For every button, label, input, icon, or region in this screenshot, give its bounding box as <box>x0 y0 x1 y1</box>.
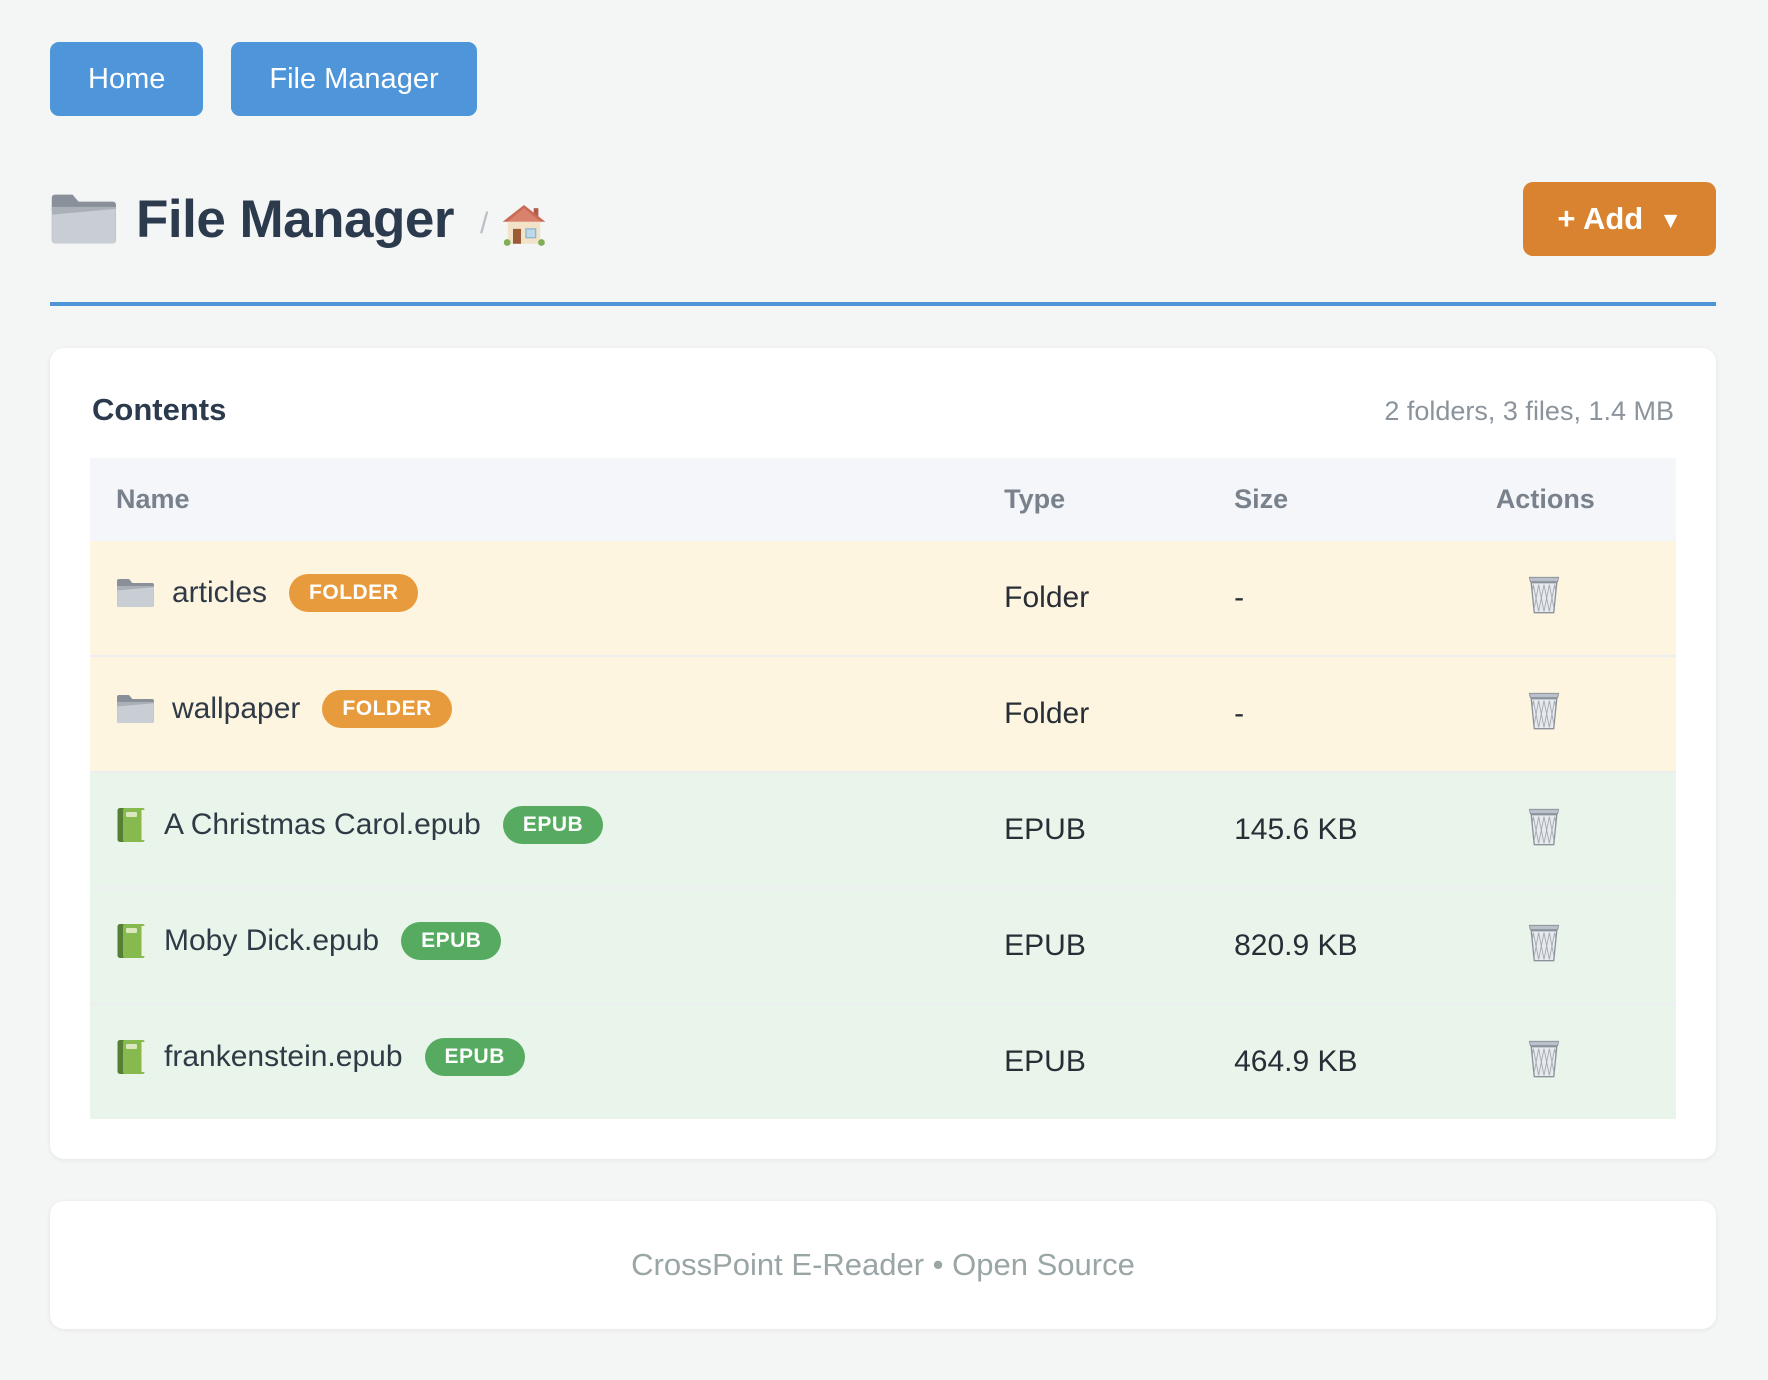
column-header-actions: Actions <box>1469 458 1676 541</box>
file-name-cell: Moby Dick.epub EPUB <box>90 889 978 993</box>
file-name-link[interactable]: Moby Dick.epub <box>164 924 380 957</box>
file-name-link[interactable]: frankenstein.epub <box>164 1040 403 1073</box>
actions-cell <box>1470 656 1676 772</box>
file-name-link[interactable]: wallpaper <box>172 692 301 725</box>
table-header-row: Name Type Size Actions <box>90 458 1676 541</box>
file-type-cell: Folder <box>1004 581 1090 614</box>
file-size-cell: - <box>1234 697 1245 730</box>
trash-icon[interactable] <box>1526 806 1562 846</box>
top-nav: Home File Manager <box>50 42 1716 116</box>
file-type-cell: EPUB <box>1004 813 1086 846</box>
add-button-label: + Add <box>1557 201 1644 236</box>
file-name-cell: wallpaper FOLDER <box>90 657 978 761</box>
table-row: Moby Dick.epub EPUB EPUB 820.9 KB <box>90 888 1676 1004</box>
book-icon <box>116 923 146 959</box>
file-type-badge: EPUB <box>424 1038 525 1076</box>
file-type-cell: EPUB <box>1004 1045 1086 1078</box>
page: Home File Manager File Manager / <box>50 42 1716 1329</box>
column-header-size: Size <box>1208 458 1470 541</box>
trash-icon[interactable] <box>1526 690 1562 730</box>
footer-text: CrossPoint E-Reader • Open Source <box>631 1247 1135 1282</box>
table-row: wallpaper FOLDER Folder - <box>90 656 1676 772</box>
breadcrumb-separator: / <box>479 207 489 240</box>
page-title-group: File Manager / <box>50 189 546 250</box>
page-header: File Manager / + Add ▼ <box>50 182 1716 256</box>
column-header-type: Type <box>978 458 1209 541</box>
footer-card: CrossPoint E-Reader • Open Source <box>50 1201 1716 1329</box>
file-name-cell: A Christmas Carol.epub EPUB <box>90 773 978 877</box>
house-icon[interactable] <box>502 204 546 246</box>
file-name-cell: frankenstein.epub EPUB <box>90 1005 978 1109</box>
chevron-down-icon: ▼ <box>1659 206 1682 233</box>
file-name-link[interactable]: articles <box>172 576 268 609</box>
book-icon <box>116 807 146 843</box>
table-row: frankenstein.epub EPUB EPUB 464.9 KB <box>90 1004 1676 1119</box>
trash-icon[interactable] <box>1526 574 1562 614</box>
trash-icon[interactable] <box>1526 1038 1562 1078</box>
file-table: Name Type Size Actions articles FOLDER Fol… <box>90 458 1676 1119</box>
book-icon <box>116 1039 146 1075</box>
file-name-cell: articles FOLDER <box>90 541 978 645</box>
file-type-badge: EPUB <box>401 922 502 960</box>
file-size-cell: - <box>1234 581 1245 614</box>
file-type-cell: Folder <box>1004 697 1090 730</box>
actions-cell <box>1470 772 1676 888</box>
table-row: articles FOLDER Folder - <box>90 541 1676 656</box>
file-type-badge: FOLDER <box>289 574 419 612</box>
nav-file-manager-button[interactable]: File Manager <box>231 42 477 116</box>
file-type-cell: EPUB <box>1004 929 1086 962</box>
column-header-name: Name <box>90 458 979 541</box>
nav-home-button[interactable]: Home <box>50 42 204 116</box>
contents-title: Contents <box>92 392 227 427</box>
contents-card: Contents 2 folders, 3 files, 1.4 MB Name… <box>50 348 1716 1159</box>
file-size-cell: 145.6 KB <box>1234 813 1358 846</box>
title-divider <box>50 302 1716 306</box>
folder-icon <box>50 191 116 247</box>
actions-cell <box>1470 888 1676 1004</box>
file-name-link[interactable]: A Christmas Carol.epub <box>164 808 481 841</box>
add-button[interactable]: + Add ▼ <box>1523 182 1716 256</box>
page-title: File Manager <box>136 189 454 249</box>
file-type-badge: EPUB <box>502 806 604 844</box>
contents-summary: 2 folders, 3 files, 1.4 MB <box>1384 396 1674 426</box>
file-type-badge: FOLDER <box>322 690 452 728</box>
file-size-cell: 820.9 KB <box>1234 929 1358 962</box>
actions-cell <box>1470 1004 1676 1119</box>
folder-icon <box>116 693 154 725</box>
file-size-cell: 464.9 KB <box>1234 1045 1358 1078</box>
folder-icon <box>116 577 154 609</box>
table-row: A Christmas Carol.epub EPUB EPUB 145.6 KB <box>90 772 1676 888</box>
actions-cell <box>1470 541 1676 656</box>
trash-icon[interactable] <box>1526 922 1562 962</box>
contents-card-header: Contents 2 folders, 3 files, 1.4 MB <box>90 392 1676 428</box>
